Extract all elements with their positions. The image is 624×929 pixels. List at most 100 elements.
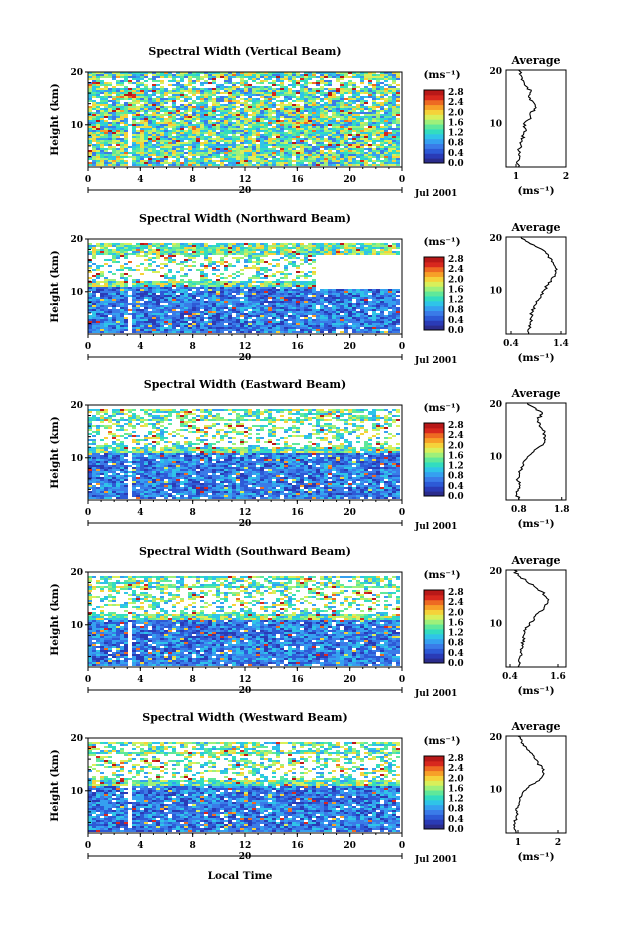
heatmap-cell bbox=[340, 301, 344, 303]
heatmap-cell bbox=[320, 162, 324, 164]
heatmap-cell bbox=[168, 74, 172, 76]
heatmap-cell bbox=[252, 245, 256, 247]
heatmap-cell bbox=[300, 297, 304, 299]
heatmap-cell bbox=[164, 108, 168, 110]
heatmap-cell bbox=[208, 90, 212, 92]
heatmap-cell bbox=[316, 104, 320, 106]
heatmap-cell bbox=[144, 80, 148, 82]
heatmap-cell bbox=[392, 138, 396, 140]
heatmap-cell bbox=[132, 124, 136, 126]
heatmap-cell bbox=[296, 291, 300, 293]
heatmap-cell bbox=[344, 120, 348, 122]
heatmap-cell bbox=[292, 293, 296, 295]
heatmap-cell bbox=[120, 80, 124, 82]
heatmap-cell bbox=[140, 152, 144, 154]
heatmap-cell bbox=[336, 303, 340, 305]
heatmap-cell bbox=[200, 84, 204, 86]
heatmap-cell bbox=[276, 92, 280, 94]
heatmap-cell bbox=[388, 88, 392, 90]
heatmap-cell bbox=[260, 102, 264, 104]
heatmap-cell bbox=[384, 138, 388, 140]
heatmap-cell bbox=[232, 158, 236, 160]
heatmap-cell bbox=[96, 116, 100, 118]
heatmap-cell bbox=[376, 164, 380, 166]
heatmap-cell bbox=[296, 120, 300, 122]
heatmap-cell bbox=[196, 96, 200, 98]
heatmap-cell bbox=[160, 82, 164, 84]
heatmap-cell bbox=[176, 281, 180, 283]
heatmap-cell bbox=[376, 295, 380, 297]
heatmap-cell bbox=[188, 108, 192, 110]
heatmap-cell bbox=[152, 120, 156, 122]
heatmap-cell bbox=[388, 158, 392, 160]
heatmap-cell bbox=[232, 249, 236, 251]
heatmap-cell bbox=[272, 297, 276, 299]
heatmap-cell bbox=[176, 154, 180, 156]
heatmap-cell bbox=[272, 116, 276, 118]
heatmap-cell bbox=[356, 108, 360, 110]
heatmap-cell bbox=[340, 293, 344, 295]
heatmap-cell bbox=[164, 146, 168, 148]
heatmap-cell bbox=[364, 96, 368, 98]
heatmap-cell bbox=[168, 271, 172, 273]
heatmap-cell bbox=[208, 128, 212, 130]
heatmap-cell bbox=[304, 164, 308, 166]
colorbar-tick-label: 2.4 bbox=[448, 98, 464, 108]
heatmap-cell bbox=[344, 142, 348, 144]
heatmap-cell bbox=[232, 114, 236, 116]
heatmap-cell bbox=[328, 154, 332, 156]
heatmap-cell bbox=[368, 164, 372, 166]
heatmap-cell bbox=[140, 251, 144, 253]
heatmap-cell bbox=[232, 295, 236, 297]
heatmap-cell bbox=[340, 289, 344, 291]
heatmap-cell bbox=[260, 150, 264, 152]
heatmap-cell bbox=[260, 293, 264, 295]
heatmap-cell bbox=[316, 301, 320, 303]
heatmap-cell bbox=[384, 114, 388, 116]
heatmap-cell bbox=[220, 74, 224, 76]
heatmap-cell bbox=[164, 247, 168, 249]
heatmap-cell bbox=[356, 297, 360, 299]
heatmap-cell bbox=[200, 283, 204, 285]
heatmap-cell bbox=[120, 285, 124, 287]
heatmap-cell bbox=[300, 154, 304, 156]
heatmap-cell bbox=[248, 132, 252, 134]
heatmap-cell bbox=[360, 126, 364, 128]
heatmap-cell bbox=[116, 108, 120, 110]
heatmap-cell bbox=[300, 152, 304, 154]
heatmap-cell bbox=[104, 253, 108, 255]
heatmap-cell bbox=[172, 164, 176, 166]
heatmap-cell bbox=[240, 98, 244, 100]
heatmap-cell bbox=[304, 247, 308, 249]
heatmap-cell bbox=[264, 164, 268, 166]
heatmap-cell bbox=[228, 289, 232, 291]
heatmap-cell bbox=[292, 92, 296, 94]
heatmap-cell bbox=[136, 249, 140, 251]
heatmap-cell bbox=[164, 158, 168, 160]
heatmap-cell bbox=[396, 158, 400, 160]
heatmap-cell bbox=[340, 88, 344, 90]
heatmap-cell bbox=[100, 72, 104, 74]
heatmap-cell bbox=[332, 158, 336, 160]
heatmap-cell bbox=[148, 104, 152, 106]
heatmap-cell bbox=[388, 78, 392, 80]
heatmap-cell bbox=[300, 156, 304, 158]
heatmap-cell bbox=[228, 132, 232, 134]
heatmap-cell bbox=[232, 162, 236, 164]
heatmap-cell bbox=[200, 94, 204, 96]
heatmap-cell bbox=[144, 305, 148, 307]
heatmap-cell bbox=[100, 144, 104, 146]
heatmap-cell bbox=[108, 122, 112, 124]
heatmap-cell bbox=[300, 303, 304, 305]
heatmap-cell bbox=[252, 243, 256, 245]
heatmap-cell bbox=[224, 116, 228, 118]
heatmap-cell bbox=[120, 162, 124, 164]
heatmap-cell bbox=[396, 140, 400, 142]
heatmap-cell bbox=[300, 263, 304, 265]
heatmap-cell bbox=[144, 295, 148, 297]
heatmap-cell bbox=[220, 285, 224, 287]
heatmap-cell bbox=[196, 126, 200, 128]
heatmap-cell bbox=[204, 142, 208, 144]
heatmap-cell bbox=[324, 80, 328, 82]
heatmap-cell bbox=[284, 108, 288, 110]
